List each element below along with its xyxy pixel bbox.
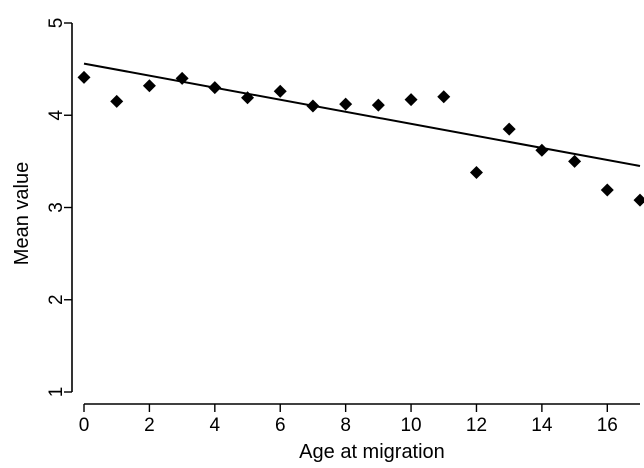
x-tick-label: 12 (466, 415, 487, 436)
data-point (404, 93, 418, 107)
fitted-regression-line (83, 62, 641, 167)
data-point (273, 84, 287, 98)
y-tick-label: 4 (46, 110, 67, 121)
x-tick-label: 8 (340, 415, 351, 436)
y-axis-title: Mean value (11, 162, 33, 265)
data-point (339, 97, 353, 111)
data-point (535, 143, 549, 157)
data-point (600, 183, 614, 197)
data-point (306, 99, 320, 113)
data-point (502, 122, 516, 136)
y-tick-label: 1 (46, 387, 67, 398)
data-point (633, 193, 644, 207)
data-points (77, 70, 644, 207)
x-tick-label: 0 (79, 415, 90, 436)
x-tick-label: 4 (210, 415, 221, 436)
data-point (142, 79, 156, 93)
data-point (437, 90, 451, 104)
data-point (568, 154, 582, 168)
y-tick-label: 5 (46, 18, 67, 29)
data-point (110, 94, 124, 108)
data-point (241, 91, 255, 105)
x-tick-label: 14 (531, 415, 553, 436)
data-point (77, 70, 91, 84)
data-point (469, 165, 483, 179)
y-tick-label: 3 (46, 202, 67, 213)
x-tick-label: 2 (144, 415, 155, 436)
data-point (208, 81, 222, 95)
data-point (371, 98, 385, 112)
data-point (175, 71, 189, 85)
x-tick-label: 6 (275, 415, 286, 436)
y-tick-label: 2 (46, 294, 67, 305)
x-tick-label: 10 (400, 415, 421, 436)
x-tick-label: 16 (597, 415, 618, 436)
x-axis-ticks: 0 2 4 6 8 10 12 14 16 (79, 404, 618, 436)
x-axis-title: Age at migration (299, 441, 445, 463)
y-axis-ticks: 1 2 3 4 5 (46, 18, 72, 398)
